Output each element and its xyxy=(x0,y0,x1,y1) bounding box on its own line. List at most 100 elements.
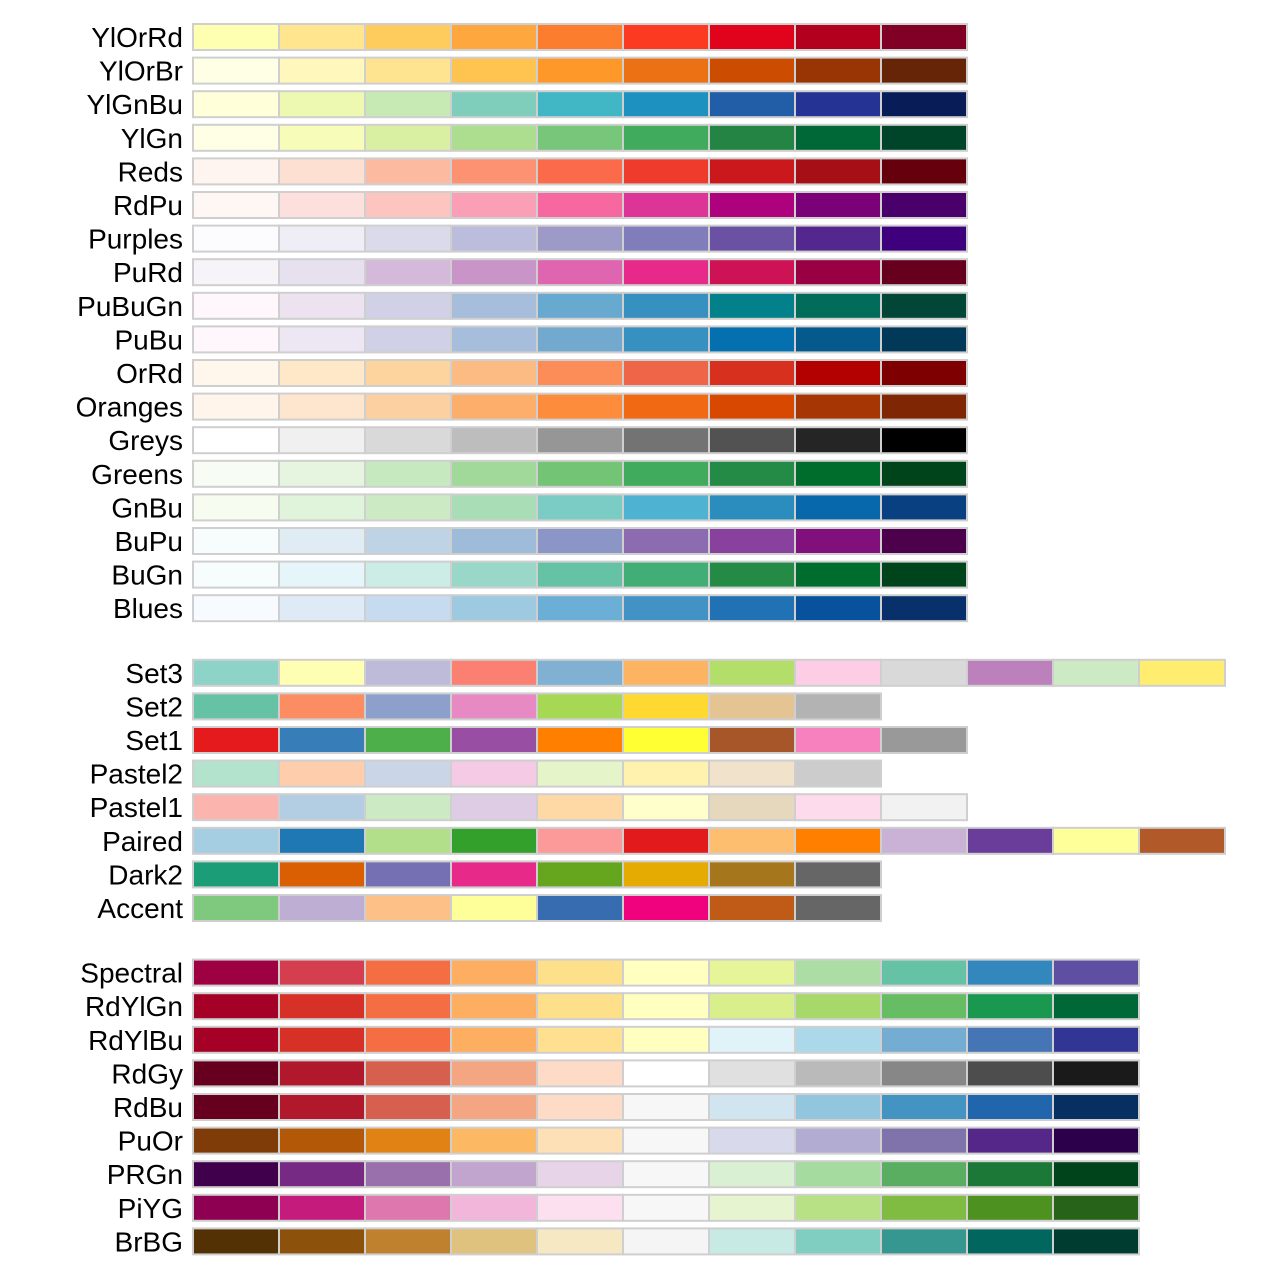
color-swatch xyxy=(794,23,882,51)
color-swatch xyxy=(880,1059,968,1088)
color-swatch xyxy=(622,493,710,522)
color-swatch xyxy=(450,958,538,987)
color-swatch xyxy=(278,90,366,119)
color-swatch xyxy=(192,1059,280,1088)
color-swatch xyxy=(536,56,624,85)
color-swatch xyxy=(536,658,624,687)
color-swatch xyxy=(794,123,882,152)
color-swatch xyxy=(880,325,968,354)
color-swatch xyxy=(622,692,710,721)
color-swatch xyxy=(536,1093,624,1121)
palette-row-accent: Accent xyxy=(97,893,882,924)
color-swatch xyxy=(192,958,280,987)
color-swatch xyxy=(880,1093,968,1121)
color-swatch xyxy=(450,860,538,889)
color-swatch xyxy=(192,90,280,119)
palette-label: PiYG xyxy=(118,1193,183,1224)
palette-row-pastel2: Pastel2 xyxy=(90,759,882,790)
color-swatch xyxy=(278,594,366,623)
color-swatch xyxy=(450,191,538,219)
color-swatch xyxy=(192,493,280,522)
color-swatch xyxy=(794,359,882,387)
color-swatch xyxy=(708,826,796,855)
color-swatch xyxy=(192,191,280,219)
color-swatch xyxy=(192,992,280,1021)
color-swatch xyxy=(708,191,796,219)
color-swatch xyxy=(622,1059,710,1088)
color-swatch xyxy=(192,291,280,320)
color-swatch xyxy=(794,1160,882,1189)
color-swatch xyxy=(192,1160,280,1189)
color-swatch xyxy=(880,594,968,623)
palette-row-blues: Blues xyxy=(113,593,968,624)
color-swatch xyxy=(278,1093,366,1121)
color-swatch xyxy=(278,726,366,754)
color-swatch xyxy=(450,392,538,421)
palette-label: RdGy xyxy=(111,1058,183,1089)
color-swatch xyxy=(536,826,624,855)
color-swatch xyxy=(622,594,710,623)
color-swatch xyxy=(966,1126,1054,1155)
color-swatch xyxy=(450,1025,538,1054)
color-swatch xyxy=(708,726,796,754)
color-swatch xyxy=(450,23,538,51)
color-swatch xyxy=(794,291,882,320)
palette-label: Paired xyxy=(102,826,183,857)
color-swatch xyxy=(966,1059,1054,1088)
color-swatch xyxy=(192,527,280,555)
color-swatch xyxy=(708,23,796,51)
color-swatch xyxy=(536,894,624,922)
color-swatch xyxy=(364,826,452,855)
color-swatch xyxy=(192,258,280,287)
color-swatch xyxy=(794,894,882,922)
palette-label: Blues xyxy=(113,593,183,624)
color-swatch xyxy=(450,90,538,119)
palette-group-diverging: SpectralRdYlGnRdYlBuRdGyRdBuPuOrPRGnPiYG… xyxy=(80,958,1140,1257)
color-swatch xyxy=(278,258,366,287)
color-swatch xyxy=(278,359,366,387)
palette-label: Reds xyxy=(118,156,183,187)
palette-row-greens: Greens xyxy=(91,459,968,490)
palette-row-pubu: PuBu xyxy=(115,324,968,355)
color-swatch xyxy=(536,527,624,555)
color-swatch xyxy=(622,1126,710,1155)
color-swatch xyxy=(364,894,452,922)
color-swatch xyxy=(450,291,538,320)
color-swatch xyxy=(794,493,882,522)
palette-row-brbg: BrBG xyxy=(115,1226,1140,1257)
color-swatch xyxy=(192,560,280,589)
color-swatch xyxy=(364,793,452,822)
color-swatch xyxy=(880,123,968,152)
color-swatch xyxy=(794,594,882,623)
color-swatch xyxy=(364,1193,452,1222)
color-swatch xyxy=(450,560,538,589)
palette-row-pubugn: PuBuGn xyxy=(77,291,968,322)
color-swatch xyxy=(536,291,624,320)
color-swatch xyxy=(880,826,968,855)
color-swatch xyxy=(622,191,710,219)
color-swatch xyxy=(880,23,968,51)
color-swatch xyxy=(536,1193,624,1222)
color-swatch xyxy=(536,1059,624,1088)
color-swatch xyxy=(966,1193,1054,1222)
color-swatch xyxy=(278,325,366,354)
palette-row-ylgnbu: YlGnBu xyxy=(87,89,968,120)
color-swatch xyxy=(708,1059,796,1088)
palette-row-purd: PuRd xyxy=(113,257,968,288)
palette-row-set1: Set1 xyxy=(125,725,968,756)
color-swatch xyxy=(536,191,624,219)
palette-row-rdylgn: RdYlGn xyxy=(85,991,1140,1022)
color-swatch xyxy=(536,392,624,421)
color-swatch xyxy=(794,692,882,721)
color-swatch xyxy=(622,359,710,387)
color-swatch xyxy=(794,90,882,119)
color-swatch xyxy=(364,958,452,987)
palette-label: RdBu xyxy=(113,1092,183,1123)
color-swatch xyxy=(450,123,538,152)
color-swatch xyxy=(536,1160,624,1189)
color-swatch xyxy=(536,123,624,152)
color-swatch xyxy=(192,392,280,421)
color-swatch xyxy=(708,359,796,387)
color-swatch xyxy=(794,1059,882,1088)
